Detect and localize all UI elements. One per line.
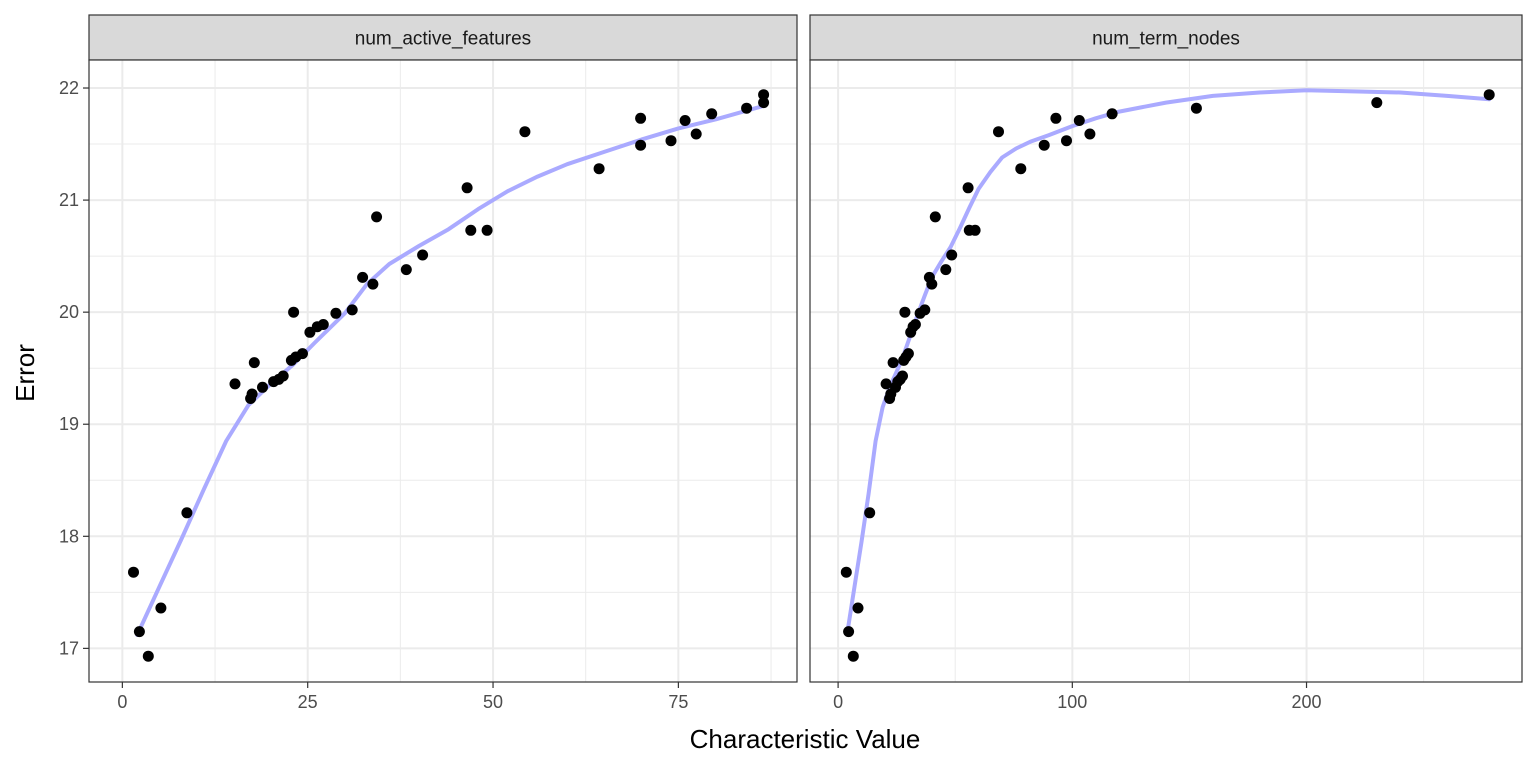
data-point [371,211,383,223]
data-point [400,264,412,276]
data-point [909,319,921,330]
data-point [229,378,241,390]
data-point [741,102,753,114]
x-tick-label: 0 [833,692,843,712]
panel-background [89,60,797,682]
data-point [181,507,193,519]
panel-border [88,59,798,683]
data-point [758,89,770,101]
y-axis-title: Error [10,344,40,402]
data-point [481,224,493,236]
data-point [155,602,167,614]
x-tick-label: 50 [483,692,503,712]
data-point [128,566,139,578]
data-point [679,115,691,126]
data-point [357,271,369,283]
data-point [940,264,952,276]
data-point [926,278,938,290]
data-point [1038,139,1050,151]
y-tick-label: 20 [59,302,79,322]
facet-panel-num_term_nodes: num_term_nodes 0 100 200 [809,14,1523,712]
data-point [843,626,855,638]
x-axis-title: Characteristic Value [690,724,921,754]
data-point [887,357,899,369]
data-point [1084,128,1096,140]
x-tick-label: 75 [668,692,688,712]
data-point [880,378,892,390]
y-tick-label: 21 [59,190,79,210]
data-point [635,112,647,124]
data-point [706,108,718,120]
data-point [847,650,859,662]
data-point [902,348,914,360]
smooth-line [135,103,766,637]
x-tick-label: 200 [1292,692,1322,712]
data-point [969,224,981,236]
strip-label: num_term_nodes [1092,29,1240,50]
data-point [1483,89,1495,101]
data-point [1190,102,1202,114]
data-point [142,650,154,662]
data-point [330,307,342,319]
data-point [246,388,258,400]
data-point [1073,115,1085,126]
data-point [897,370,908,382]
x-tick-label: 25 [298,692,318,712]
y-tick-label: 22 [59,78,79,98]
data-point [946,249,958,261]
data-point [248,357,260,369]
data-point [277,370,289,382]
data-point [133,626,145,638]
data-point [962,182,974,194]
panel-border [809,59,1523,683]
y-tick-label: 17 [59,638,79,658]
data-point [993,126,1004,138]
y-tick-label: 19 [59,414,79,434]
data-point [1371,97,1383,109]
data-point [852,602,864,614]
strip-background [88,14,798,61]
panel-background [810,60,1522,682]
data-point [1106,108,1118,120]
x-tick-label: 0 [117,692,127,712]
data-point [864,507,876,519]
data-point [519,126,531,138]
data-point [1061,135,1072,147]
data-point [635,139,647,151]
data-point [317,319,329,330]
y-tick-label: 18 [59,526,79,546]
x-tick-label: 100 [1057,692,1087,712]
data-point [465,224,477,236]
data-point [1015,163,1027,175]
data-point [257,381,268,393]
data-point [690,128,702,140]
data-point [593,163,605,175]
data-point [929,211,941,223]
data-point [665,135,677,147]
data-point [758,97,770,109]
strip-background [809,14,1523,61]
data-point [1050,112,1062,124]
data-point [461,182,473,194]
facet-panel-num_active_features: num_active_features 0 25 50 75 17 18 19 20 21 22 [59,14,798,712]
data-point [417,249,429,261]
data-point [367,278,379,290]
data-point [919,304,931,316]
strip-label: num_active_features [355,29,531,50]
data-point [288,306,300,318]
data-point [346,304,358,316]
data-point [297,348,308,360]
data-point [840,566,852,578]
data-point [899,306,911,318]
